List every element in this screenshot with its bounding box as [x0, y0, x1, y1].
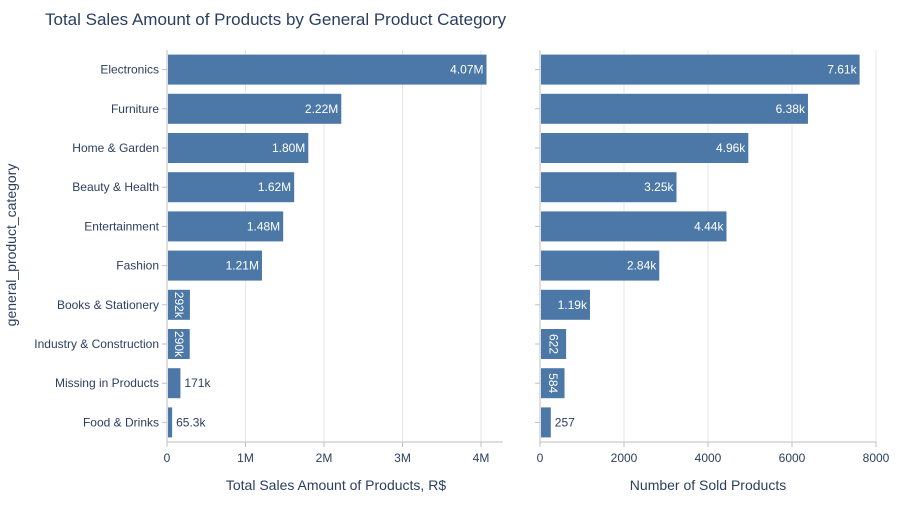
right-x-tick-label: 2000 [611, 451, 638, 465]
left-value-label: 1.21M [226, 259, 259, 273]
left-value-label: 1.62M [258, 180, 291, 194]
left-x-tick-label: 3M [394, 451, 411, 465]
category-label: Books & Stationery [57, 298, 159, 312]
right-x-tick-label: 0 [537, 451, 544, 465]
category-label: Missing in Products [55, 376, 159, 390]
right-value-label: 257 [555, 415, 575, 429]
left-value-label: 65.3k [176, 415, 206, 429]
right-value-label: 3.25k [644, 180, 674, 194]
right-value-label: 4.44k [694, 219, 724, 233]
category-label: Fashion [116, 259, 159, 273]
right-value-label: 7.61k [827, 63, 857, 77]
left-x-tick-label: 2M [316, 451, 333, 465]
left-bar-9 [168, 407, 173, 438]
left-x-axis-title: Total Sales Amount of Products, R$ [226, 477, 446, 493]
left-value-label: 2.22M [305, 102, 338, 116]
right-bar-7 [541, 329, 567, 359]
right-bar-2 [541, 133, 749, 163]
left-x-tick-label: 1M [237, 451, 254, 465]
left-bar-2 [168, 133, 309, 163]
right-x-tick-label: 4000 [695, 451, 722, 465]
category-label: Electronics [100, 63, 159, 77]
right-bar-3 [541, 172, 677, 203]
chart-title: Total Sales Amount of Products by Genera… [45, 10, 507, 29]
y-axis-title: general_product_category [3, 164, 19, 327]
right-value-label: 622 [547, 334, 561, 354]
left-value-label: 4.07M [450, 63, 483, 77]
right-bar-9 [541, 407, 551, 438]
right-x-axis-title: Number of Sold Products [630, 477, 786, 493]
left-bar-1 [168, 93, 342, 124]
right-bar-5 [541, 250, 660, 281]
category-label: Entertainment [84, 219, 159, 233]
left-value-label: 171k [184, 376, 211, 390]
left-bar-4 [168, 211, 284, 242]
right-x-tick-label: 6000 [779, 451, 806, 465]
left-bar-8 [168, 368, 181, 399]
right-bar-6 [541, 289, 590, 320]
left-value-label: 1.48M [247, 219, 280, 233]
left-bar-3 [168, 172, 295, 203]
right-bar-1 [541, 93, 808, 124]
left-value-label: 292k [172, 292, 186, 319]
category-label: Home & Garden [72, 141, 159, 155]
category-label: Industry & Construction [34, 337, 159, 351]
left-x-tick-label: 4M [473, 451, 490, 465]
right-value-label: 6.38k [776, 102, 806, 116]
left-bar-7 [168, 329, 190, 359]
left-bar-0 [168, 54, 487, 85]
right-bar-8 [541, 368, 565, 399]
category-label: Beauty & Health [72, 180, 159, 194]
right-value-label: 1.19k [558, 298, 588, 312]
right-bar-4 [541, 211, 727, 242]
right-value-label: 2.84k [627, 259, 657, 273]
right-value-label: 584 [546, 373, 560, 393]
left-bar-5 [168, 250, 262, 281]
left-value-label: 290k [172, 331, 186, 358]
right-x-tick-label: 8000 [863, 451, 890, 465]
right-value-label: 4.96k [716, 141, 746, 155]
category-label: Food & Drinks [83, 415, 159, 429]
category-label: Furniture [111, 102, 159, 116]
left-x-tick-label: 0 [164, 451, 171, 465]
right-bar-0 [541, 54, 860, 85]
left-bar-6 [168, 289, 190, 320]
left-value-label: 1.80M [272, 141, 305, 155]
